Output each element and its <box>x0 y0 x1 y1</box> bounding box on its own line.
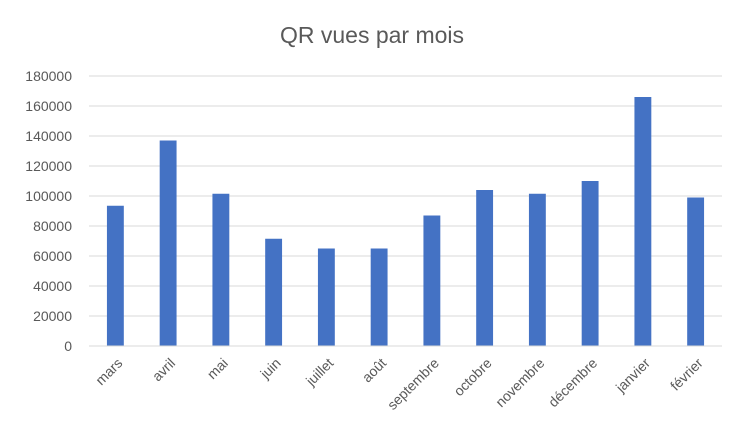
y-tick-label: 140000 <box>25 128 72 144</box>
y-tick-label: 180000 <box>25 68 72 84</box>
bar-juillet <box>317 248 335 346</box>
y-tick-label: 120000 <box>25 158 72 174</box>
x-tick-label-janvier: janvier <box>612 355 653 396</box>
x-tick-label-mai: mai <box>204 355 231 382</box>
gridlines <box>89 75 722 347</box>
bar-juin <box>265 238 283 346</box>
bar-janvier <box>634 97 652 346</box>
x-tick-label-juin: juin <box>256 355 283 382</box>
chart-title: QR vues par mois <box>280 22 464 48</box>
bar-avril <box>159 140 177 346</box>
y-tick-label: 0 <box>64 338 72 354</box>
bar-septembre <box>423 215 441 346</box>
bar-novembre <box>528 193 546 346</box>
bar-décembre <box>581 181 599 346</box>
bar-octobre <box>476 190 494 346</box>
bars <box>106 97 705 346</box>
x-tick-label-décembre: décembre <box>545 355 600 410</box>
x-tick-label-septembre: septembre <box>384 355 442 413</box>
y-axis: 0 20000 40000 60000 80000 100000 120000 140000 1… <box>25 68 72 354</box>
bar-mars <box>106 205 124 346</box>
x-tick-label-août: août <box>359 355 390 386</box>
y-tick-label: 40000 <box>33 278 72 294</box>
y-tick-label: 60000 <box>33 248 72 264</box>
x-tick-label-octobre: octobre <box>450 355 494 399</box>
y-tick-label: 160000 <box>25 98 72 114</box>
x-tick-label-juillet: juillet <box>302 355 337 390</box>
bar-mai <box>212 193 230 346</box>
x-tick-label-février: février <box>667 355 706 394</box>
x-tick-label-avril: avril <box>149 355 178 384</box>
y-tick-label: 100000 <box>25 188 72 204</box>
x-tick-label-novembre: novembre <box>492 355 547 410</box>
x-tick-label-mars: mars <box>92 355 125 388</box>
y-tick-label: 20000 <box>33 308 72 324</box>
bar-août <box>370 248 388 346</box>
y-tick-label: 80000 <box>33 218 72 234</box>
bar-février <box>687 197 705 346</box>
